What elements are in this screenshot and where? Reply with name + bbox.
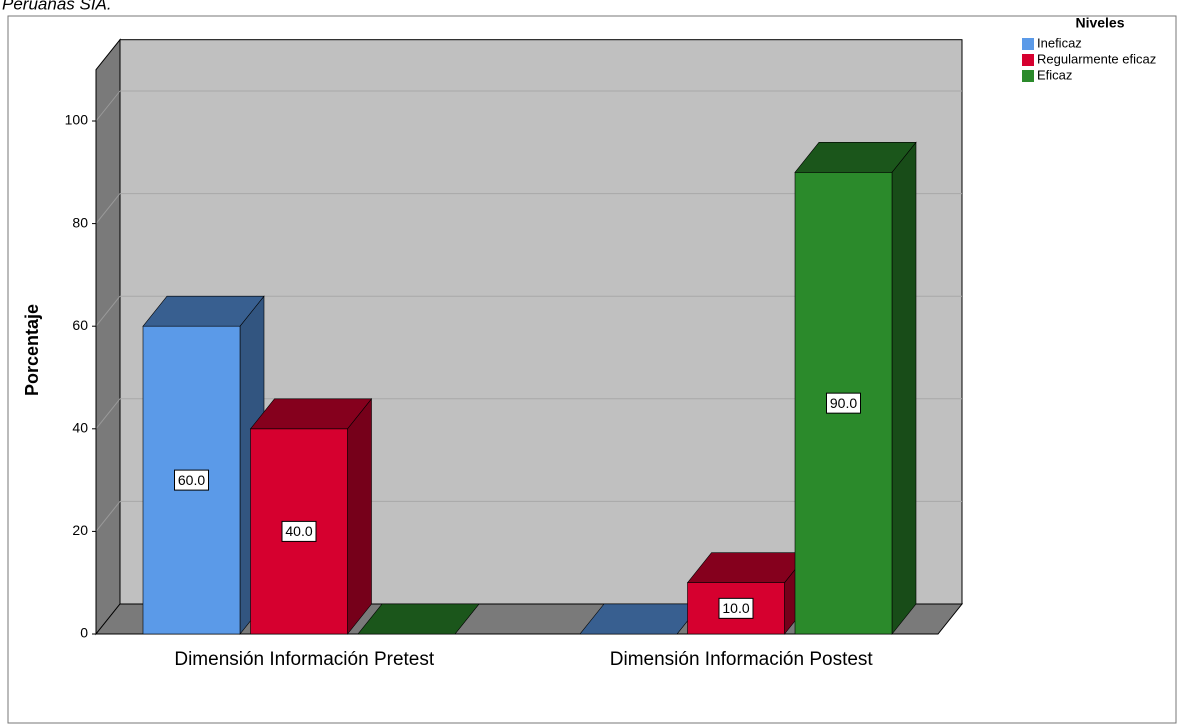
value-label: 10.0 [722, 600, 749, 616]
y-axis-label: Porcentaje [22, 304, 42, 396]
bar [357, 603, 480, 635]
bar [794, 141, 917, 635]
bar [686, 551, 810, 635]
legend-label: Regularmente eficaz [1037, 51, 1156, 66]
bar-top [142, 295, 265, 327]
y-tick-label: 80 [72, 214, 88, 230]
legend-label: Ineficaz [1037, 35, 1082, 50]
legend-swatch [1022, 54, 1034, 66]
y-tick-label: 40 [72, 420, 88, 436]
value-label: 60.0 [178, 472, 205, 488]
value-label-box [281, 520, 317, 542]
value-label-box [826, 392, 861, 414]
grid-line [95, 295, 121, 327]
grid-line [95, 398, 121, 430]
legend-title: Niveles [1075, 15, 1124, 31]
left-wall [95, 38, 121, 636]
value-label-box [718, 597, 754, 619]
y-tick-label: 60 [72, 317, 88, 333]
bar [142, 295, 265, 635]
bar [249, 397, 373, 635]
grid-line [95, 90, 121, 122]
grid-line [95, 501, 121, 532]
y-tick-label: 20 [72, 522, 88, 538]
bar-top [249, 398, 373, 430]
bar-top [794, 142, 917, 173]
legend-swatch [1022, 38, 1034, 50]
value-label: 40.0 [285, 523, 312, 539]
caption: Peruanas SIA. [2, 0, 112, 13]
legend-swatch [1022, 70, 1034, 82]
value-label-box [174, 469, 209, 491]
bar-top [357, 603, 480, 635]
y-tick-label: 100 [65, 112, 89, 128]
bar-side [891, 141, 917, 635]
bar-side [347, 397, 372, 635]
value-label: 90.0 [830, 395, 857, 411]
y-tick-label: 0 [80, 625, 88, 641]
grid-line [95, 193, 121, 224]
x-tick-label: Dimensión Información Pretest [174, 649, 434, 670]
legend-label: Eficaz [1037, 67, 1072, 82]
x-tick-label: Dimensión Información Postest [610, 649, 874, 670]
